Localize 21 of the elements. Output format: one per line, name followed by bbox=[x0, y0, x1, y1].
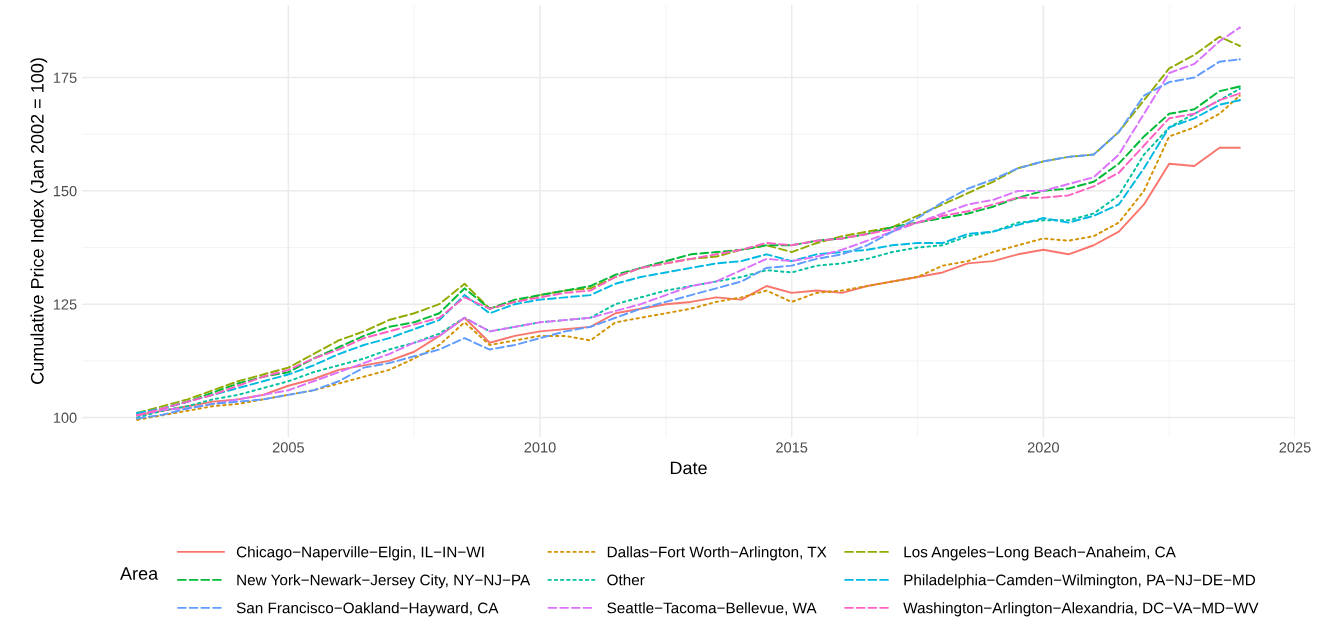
legend-label: Chicago−Naperville−Elgin, IL−IN−WI bbox=[236, 546, 484, 561]
legend-label: Seattle−Tacoma−Bellevue, WA bbox=[607, 602, 817, 616]
legend-label: Los Angeles−Long Beach−Anaheim, CA bbox=[904, 546, 1176, 561]
x-tick-label: 2025 bbox=[1279, 442, 1311, 453]
y-tick-label: 125 bbox=[53, 299, 77, 310]
y-tick-label: 175 bbox=[53, 72, 77, 83]
x-axis-title: Date bbox=[670, 461, 707, 475]
legend-label: Dallas−Fort Worth−Arlington, TX bbox=[607, 546, 827, 561]
legend-label: Philadelphia−Camden−Wilmington, PA−NJ−DE−MD bbox=[904, 574, 1256, 589]
legend-label: San Francisco−Oakland−Hayward, CA bbox=[236, 602, 499, 617]
x-tick-label: 2005 bbox=[272, 442, 304, 453]
legend-label: Washington−Arlington−Alexandria, DC−VA−MD−WV bbox=[903, 602, 1259, 617]
legend-title: Area bbox=[120, 567, 159, 580]
x-tick-label: 2020 bbox=[1027, 442, 1059, 453]
y-tick-label: 150 bbox=[53, 185, 77, 197]
legend-label: Other bbox=[607, 574, 645, 586]
legend-label: New York−Newark−Jersey City, NY−NJ−PA bbox=[237, 574, 531, 589]
x-tick-label: 2015 bbox=[776, 442, 808, 453]
y-axis-title: Cumulative Price Index (Jan 2002 = 100) bbox=[30, 58, 48, 384]
x-tick-label: 2010 bbox=[524, 442, 556, 453]
y-tick-label: 100 bbox=[53, 412, 77, 423]
